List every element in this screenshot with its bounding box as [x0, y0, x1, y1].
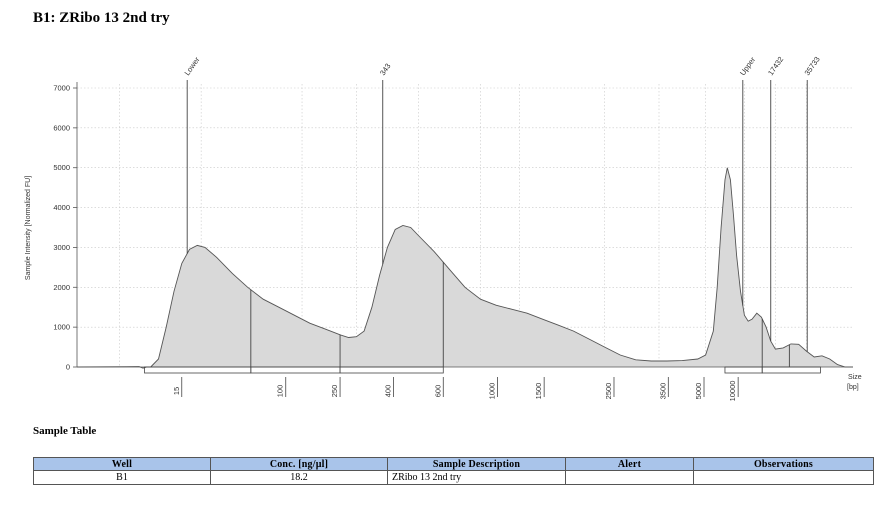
x-tick-label: 5000: [694, 383, 703, 400]
y-tick-label: 4000: [53, 203, 70, 212]
trace-line: [76, 167, 853, 369]
x-axis-label-line2: [bp]: [847, 384, 859, 391]
table-row: B1 18.2 ZRibo 13 2nd try: [33, 470, 874, 485]
region-bracket: [761, 366, 821, 374]
cell-description: ZRibo 13 2nd try: [387, 470, 566, 485]
x-tick-label: 1500: [534, 383, 543, 400]
region-bracket: [250, 366, 341, 374]
x-tick-label: 400: [384, 385, 393, 398]
x-axis-label-line1: Size: [848, 374, 862, 381]
cell-conc: 18.2: [210, 470, 388, 485]
y-tick-label: 6000: [53, 123, 70, 132]
x-tick-label: 15: [172, 387, 181, 395]
y-tick-label: 7000: [53, 84, 70, 93]
y-axis-label: Sample Intensity [Normalized FU]: [25, 176, 32, 280]
cell-well: B1: [33, 470, 211, 485]
x-tick-label: 100: [276, 385, 285, 398]
x-tick-label: 250: [330, 385, 339, 398]
peak-label: 17432: [766, 55, 785, 77]
sample-table: Well Conc. [ng/µl] Sample Description Al…: [33, 457, 874, 485]
y-tick-label: 5000: [53, 163, 70, 172]
y-tick-label: 0: [66, 363, 70, 372]
cell-observations: [693, 470, 874, 485]
peak-label: Upper: [738, 55, 757, 77]
peak-label: Lower: [182, 55, 201, 77]
table-header-row: Well Conc. [ng/µl] Sample Description Al…: [33, 457, 874, 471]
header-alert: Alert: [565, 457, 694, 471]
x-tick-label: 600: [433, 385, 442, 398]
x-tick-label: 1000: [488, 383, 497, 400]
header-description: Sample Description: [387, 457, 566, 471]
header-observations: Observations: [693, 457, 874, 471]
header-conc: Conc. [ng/µl]: [210, 457, 388, 471]
peak-label: 343: [378, 62, 393, 77]
trace-area: [77, 167, 853, 369]
x-tick-label: 10000: [728, 381, 737, 402]
header-well: Well: [33, 457, 211, 471]
electropherogram-chart: 0 1000 2000 3000 4000 5000 6000 7000 Lower 343 Upp…: [25, 55, 862, 402]
y-tick-label: 2000: [53, 283, 70, 292]
sample-title: B1: ZRibo 13 2nd try: [33, 10, 170, 26]
y-tick-label: 1000: [53, 323, 70, 332]
x-tick-label: 2500: [604, 383, 613, 400]
cell-alert: [565, 470, 694, 485]
region-bracket: [724, 366, 763, 374]
region-bracket: [144, 366, 252, 374]
x-tick-label: 3500: [658, 383, 667, 400]
peak-label: 35733: [802, 55, 821, 77]
region-bracket: [339, 366, 444, 374]
sample-table-title: Sample Table: [33, 425, 97, 437]
y-tick-label: 3000: [53, 243, 70, 252]
